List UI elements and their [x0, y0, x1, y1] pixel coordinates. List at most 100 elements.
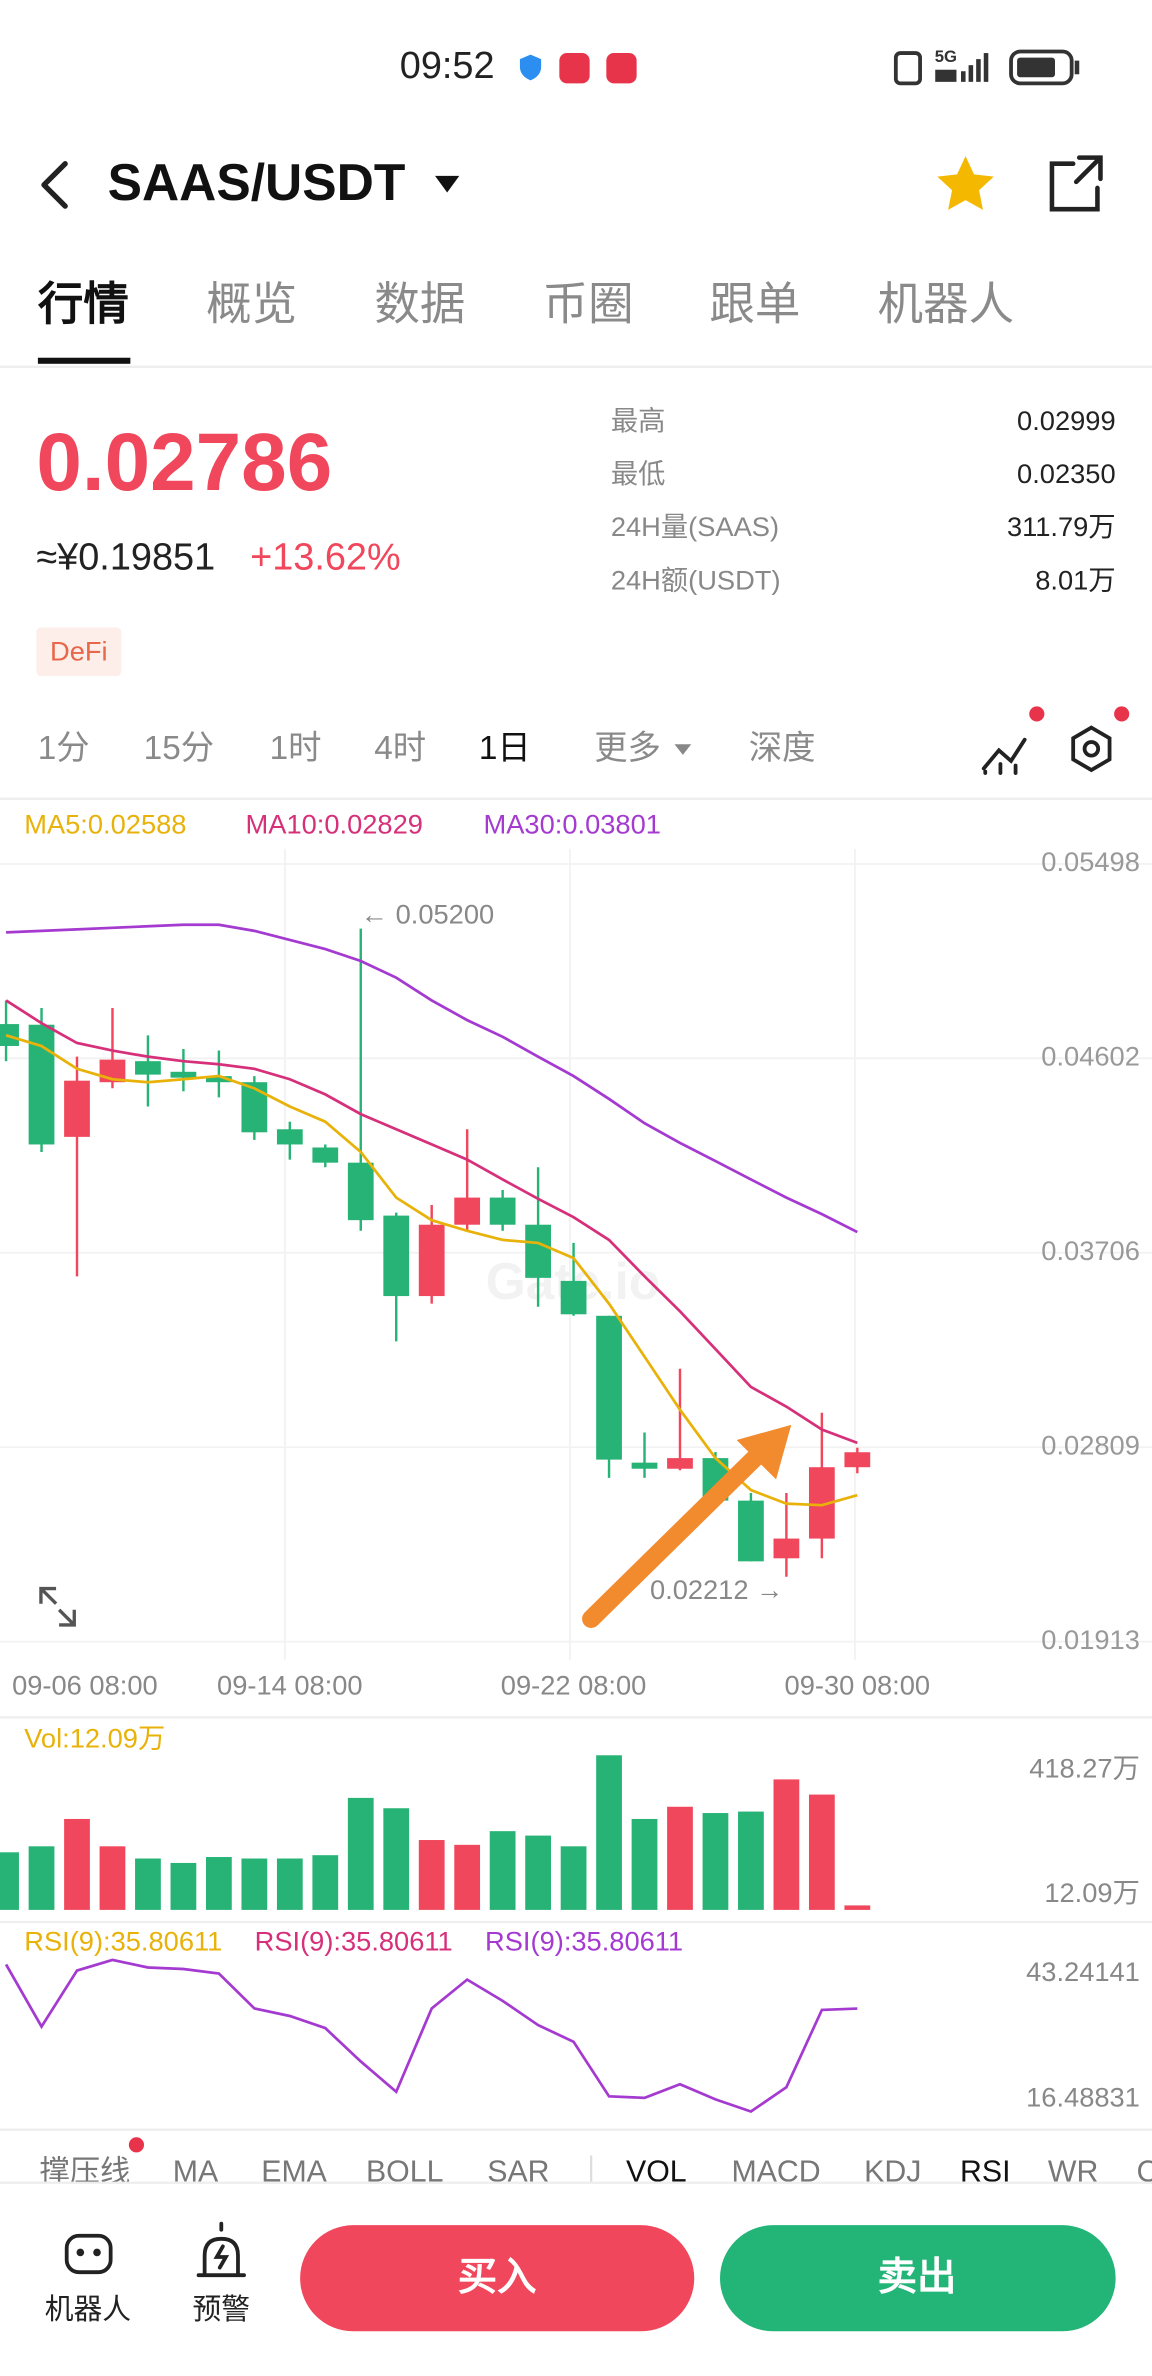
- app-icon: [559, 53, 590, 84]
- x-tick-label: 09-14 08:00: [217, 1669, 363, 1700]
- pair-dropdown[interactable]: [435, 175, 460, 193]
- badge-dot: [1114, 706, 1130, 722]
- stat-value: 0.02350: [1017, 458, 1116, 489]
- y-tick-label: 12.09万: [1044, 1877, 1140, 1908]
- y-tick-label: 0.04602: [1041, 1041, 1140, 1072]
- volume-bar: [738, 1811, 764, 1910]
- indicator-tab[interactable]: KDJ: [864, 2156, 921, 2189]
- battery-level: [1017, 57, 1055, 78]
- buy-button[interactable]: [300, 2225, 695, 2332]
- badge-dot: [128, 2137, 144, 2153]
- rsi-line: [4, 1958, 858, 2114]
- interval-tab[interactable]: 1日: [479, 730, 531, 767]
- indicator-tab[interactable]: C: [1137, 2156, 1152, 2189]
- legend-entry: RSI(9):35.80611: [24, 1925, 222, 1956]
- x-tick-label: 09-22 08:00: [501, 1669, 647, 1700]
- x-tick-label: 09-30 08:00: [785, 1669, 931, 1700]
- volume-bar: [170, 1862, 197, 1910]
- buy-label[interactable]: 买入: [458, 2255, 537, 2299]
- alert-label[interactable]: 预警: [193, 2294, 251, 2326]
- indicator-tab[interactable]: SAR: [487, 2156, 549, 2189]
- arrow-annotation: [582, 1438, 775, 1628]
- indicator-tab[interactable]: VOL: [626, 2156, 687, 2189]
- tab[interactable]: 行情: [38, 279, 129, 330]
- last-price: 0.02786: [36, 417, 332, 508]
- candle-body: [383, 1215, 410, 1297]
- sell-label[interactable]: 卖出: [878, 2255, 957, 2299]
- candle-body: [596, 1315, 622, 1460]
- sell-button[interactable]: [720, 2225, 1116, 2332]
- y-tick-label: 0.02809: [1041, 1429, 1140, 1460]
- volume-bar: [418, 1840, 445, 1910]
- volume-bar: [808, 1794, 835, 1910]
- pair-title[interactable]: SAAS/USDT: [108, 153, 406, 211]
- indicator-tab[interactable]: 撑压线: [39, 2155, 130, 2189]
- interval-tab[interactable]: 更多: [594, 730, 661, 767]
- volume-bar: [64, 1818, 90, 1910]
- tab[interactable]: 机器人: [878, 279, 1014, 330]
- interval-tab[interactable]: 1分: [38, 730, 90, 767]
- volume-bar: [383, 1808, 410, 1910]
- indicator-tab[interactable]: BOLL: [366, 2156, 443, 2189]
- volume-bar: [276, 1858, 303, 1910]
- candle-body: [525, 1224, 551, 1278]
- stat-value: 311.79万: [1007, 511, 1116, 542]
- settings-center: [1082, 740, 1101, 758]
- indicator-tab[interactable]: WR: [1048, 2156, 1098, 2189]
- robot-icon[interactable]: [64, 2233, 113, 2275]
- tag-label: DeFi: [50, 636, 108, 667]
- candle-body: [489, 1197, 516, 1225]
- favorite-star[interactable]: [937, 156, 994, 210]
- indicator-tab[interactable]: MACD: [731, 2156, 820, 2189]
- candle-body: [773, 1538, 800, 1559]
- tab[interactable]: 跟单: [709, 279, 800, 330]
- settings-button[interactable]: [1071, 725, 1112, 773]
- volume-bar: [596, 1755, 622, 1910]
- robot-label[interactable]: 机器人: [45, 2294, 131, 2326]
- alert-icon[interactable]: [196, 2221, 246, 2278]
- ma-line: [5, 999, 858, 1445]
- candle-body: [205, 1076, 232, 1083]
- volume-bar: [0, 1852, 19, 1910]
- volume-bar: [631, 1818, 658, 1910]
- tab[interactable]: 概览: [206, 279, 297, 330]
- candle-body: [276, 1129, 303, 1145]
- volume-bar: [241, 1858, 268, 1910]
- volume-bar: [667, 1806, 693, 1910]
- y-tick-label: 418.27万: [1029, 1753, 1140, 1784]
- interval-tab[interactable]: 4时: [374, 730, 426, 767]
- interval-tab[interactable]: 深度: [749, 730, 816, 767]
- legend-entry: MA5:0.02588: [24, 808, 186, 839]
- fullscreen-button[interactable]: [39, 1586, 76, 1627]
- indicator-tab[interactable]: MA: [173, 2156, 219, 2189]
- back-button[interactable]: [41, 161, 68, 209]
- stat-label: 24H额(USDT): [611, 564, 781, 595]
- stat-value: 0.02999: [1017, 405, 1116, 436]
- indicator-tab[interactable]: RSI: [960, 2156, 1011, 2189]
- candle-body: [241, 1082, 268, 1133]
- volume-bar: [560, 1846, 587, 1910]
- candle-body: [418, 1224, 445, 1297]
- y-tick-label: 0.03706: [1041, 1235, 1140, 1266]
- interval-tab[interactable]: 15分: [144, 730, 214, 767]
- tab[interactable]: 币圈: [543, 279, 634, 330]
- candle-body: [135, 1061, 161, 1075]
- more-dropdown[interactable]: [674, 744, 692, 755]
- tab[interactable]: 数据: [374, 279, 465, 330]
- volume-bar: [312, 1855, 339, 1910]
- share-button[interactable]: [1049, 155, 1103, 212]
- y-tick-label: 16.48831: [1026, 2082, 1140, 2113]
- indicator-button[interactable]: [981, 737, 1027, 775]
- signal-icon: [935, 53, 989, 82]
- volume-bar: [28, 1846, 55, 1910]
- status-time: 09:52: [400, 45, 495, 87]
- volume-bar: [525, 1835, 551, 1910]
- price-change: +13.62%: [250, 536, 401, 578]
- interval-tab[interactable]: 1时: [270, 730, 322, 767]
- candle-body: [631, 1462, 658, 1469]
- indicator-tab[interactable]: EMA: [261, 2156, 327, 2189]
- legend-entry: RSI(9):35.80611: [485, 1925, 683, 1956]
- volume-bar: [454, 1844, 481, 1910]
